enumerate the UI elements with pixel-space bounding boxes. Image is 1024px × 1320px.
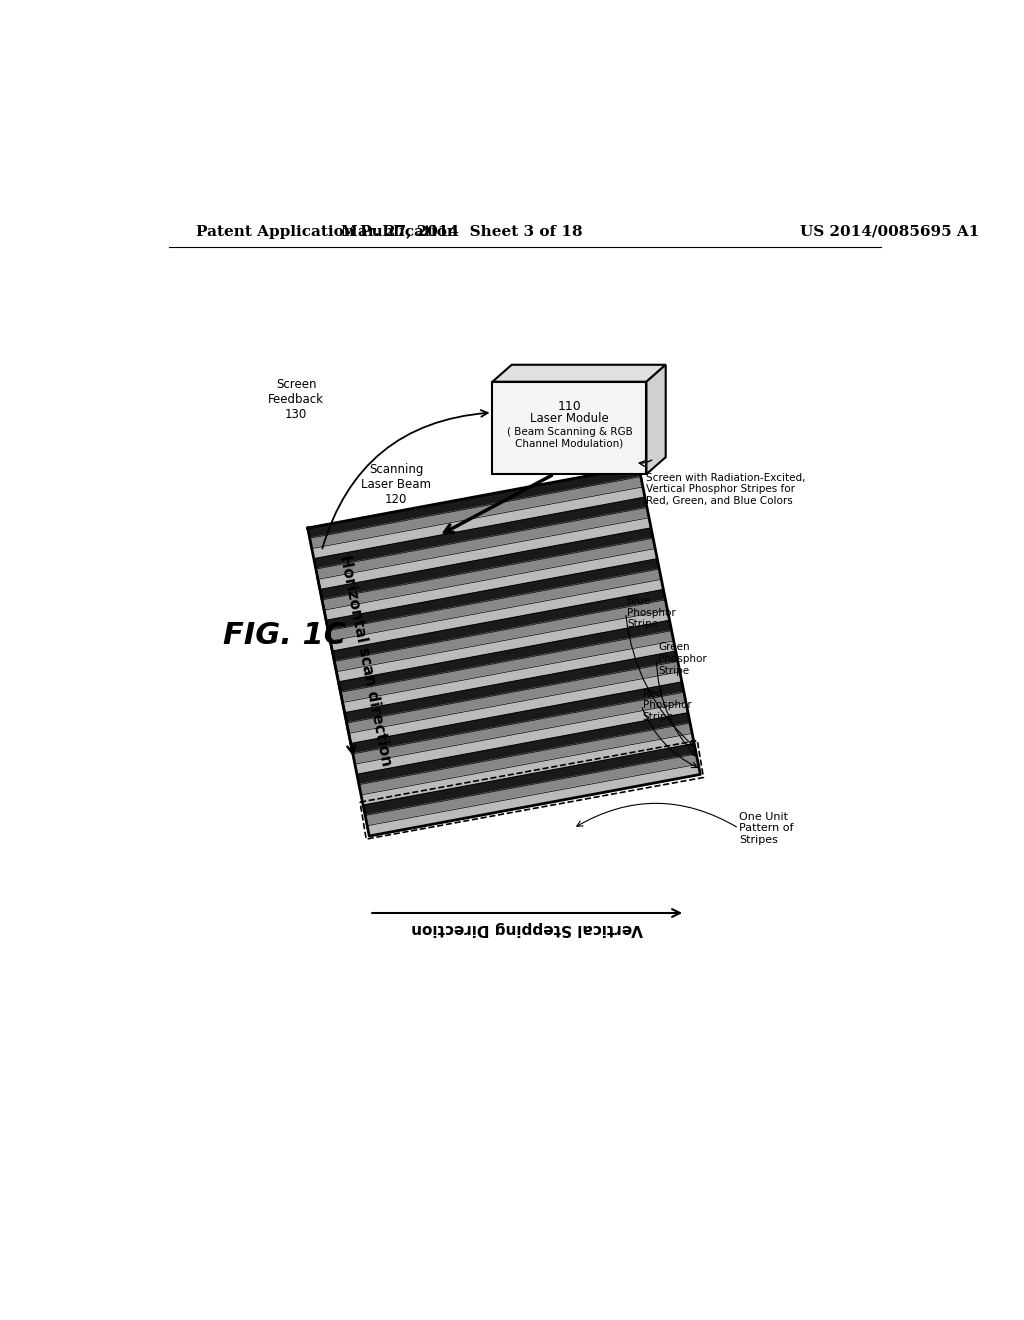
Polygon shape [319, 528, 653, 599]
Polygon shape [307, 466, 641, 539]
Polygon shape [646, 364, 666, 474]
Text: 101: 101 [643, 442, 667, 455]
Text: Red
Phosphor
Stripe: Red Phosphor Stripe [643, 689, 691, 722]
Polygon shape [357, 713, 690, 784]
Polygon shape [345, 651, 678, 723]
Polygon shape [331, 579, 664, 651]
Text: Screen with Radiation-Excited,
Vertical Phosphor Stripes for
Red, Green, and Blu: Screen with Radiation-Excited, Vertical … [646, 473, 806, 506]
Text: Screen
Feedback
130: Screen Feedback 130 [268, 378, 325, 421]
Text: FIG. 1C: FIG. 1C [223, 622, 346, 651]
Polygon shape [326, 558, 659, 631]
Polygon shape [313, 498, 647, 569]
Polygon shape [315, 507, 649, 579]
Polygon shape [343, 642, 676, 713]
Polygon shape [349, 672, 682, 743]
Polygon shape [493, 364, 666, 381]
Text: Scanning
Laser Beam
120: Scanning Laser Beam 120 [361, 462, 431, 506]
Text: 110: 110 [558, 400, 582, 413]
Polygon shape [364, 743, 696, 816]
Polygon shape [368, 764, 700, 836]
Text: US 2014/0085695 A1: US 2014/0085695 A1 [801, 224, 980, 239]
Text: Blue
Phosphor
Stripe: Blue Phosphor Stripe [628, 597, 676, 630]
Polygon shape [322, 539, 655, 610]
Text: Patent Application Publication: Patent Application Publication [196, 224, 458, 239]
Text: Channel Modulation): Channel Modulation) [515, 438, 624, 449]
Polygon shape [341, 631, 674, 702]
FancyArrowPatch shape [323, 411, 487, 548]
Polygon shape [309, 477, 643, 549]
Polygon shape [339, 620, 672, 692]
Polygon shape [311, 487, 645, 558]
Text: Laser Module: Laser Module [530, 412, 609, 425]
Polygon shape [353, 692, 686, 764]
Text: Vertical Stepping Direction: Vertical Stepping Direction [412, 921, 643, 936]
Polygon shape [335, 599, 668, 672]
Polygon shape [317, 517, 651, 590]
Polygon shape [324, 549, 657, 620]
Polygon shape [329, 569, 662, 642]
Polygon shape [347, 661, 680, 734]
Text: Horizontal scan direction: Horizontal scan direction [337, 553, 394, 767]
Polygon shape [366, 754, 698, 826]
Text: One Unit
Pattern of
Stripes: One Unit Pattern of Stripes [739, 812, 794, 845]
Polygon shape [493, 381, 646, 474]
Polygon shape [333, 590, 666, 661]
Text: Green
Phosphor
Stripe: Green Phosphor Stripe [658, 643, 707, 676]
Text: Mar. 27, 2014  Sheet 3 of 18: Mar. 27, 2014 Sheet 3 of 18 [341, 224, 583, 239]
Polygon shape [359, 723, 692, 795]
Polygon shape [355, 702, 688, 775]
Polygon shape [351, 682, 684, 754]
Text: ( Beam Scanning & RGB: ( Beam Scanning & RGB [507, 426, 633, 437]
Polygon shape [337, 610, 670, 682]
Polygon shape [361, 734, 694, 805]
